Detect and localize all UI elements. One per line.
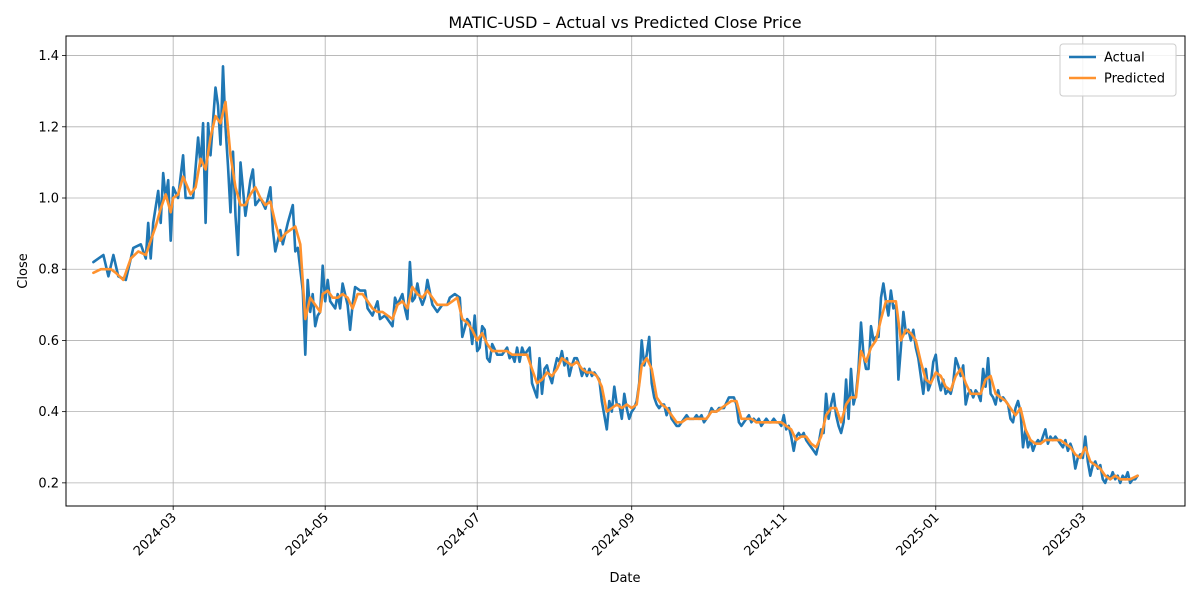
y-tick-label: 1.2 xyxy=(38,120,59,135)
legend: Actual Predicted xyxy=(1059,43,1177,97)
y-tick-label: 1.0 xyxy=(38,192,59,207)
series-layer xyxy=(92,65,1139,485)
x-tick-label: 2024-09 xyxy=(590,510,639,559)
y-tick-label: 0.2 xyxy=(38,476,59,491)
y-tick-label: 0.6 xyxy=(38,334,59,349)
x-axis: 2024-03 2024-05 2024-07 2024-09 2024-11 2025-… xyxy=(131,506,1090,559)
grid-lines xyxy=(66,36,1185,506)
series-line-predicted xyxy=(92,100,1139,481)
x-tick-label: 2024-03 xyxy=(131,510,180,559)
x-tick-label: 2024-05 xyxy=(283,510,332,559)
plot-frame xyxy=(65,35,1186,507)
y-axis: 0.2 0.4 0.6 0.8 1.0 1.2 1.4 xyxy=(38,49,66,491)
y-tick-label: 0.8 xyxy=(38,263,59,278)
x-tick-label: 2025-01 xyxy=(894,510,943,559)
y-axis-label: Close xyxy=(16,253,31,288)
chart-title: MATIC-USD – Actual vs Predicted Close Pr… xyxy=(448,13,801,32)
legend-label-predicted: Predicted xyxy=(1104,72,1165,87)
x-axis-label: Date xyxy=(609,571,640,586)
y-tick-label: 1.4 xyxy=(38,49,59,64)
x-tick-label: 2025-03 xyxy=(1041,510,1090,559)
x-tick-label: 2024-11 xyxy=(742,510,791,559)
series-line-actual xyxy=(92,65,1139,485)
x-tick-label: 2024-07 xyxy=(435,510,484,559)
y-tick-label: 0.4 xyxy=(38,405,59,420)
legend-label-actual: Actual xyxy=(1104,51,1145,66)
